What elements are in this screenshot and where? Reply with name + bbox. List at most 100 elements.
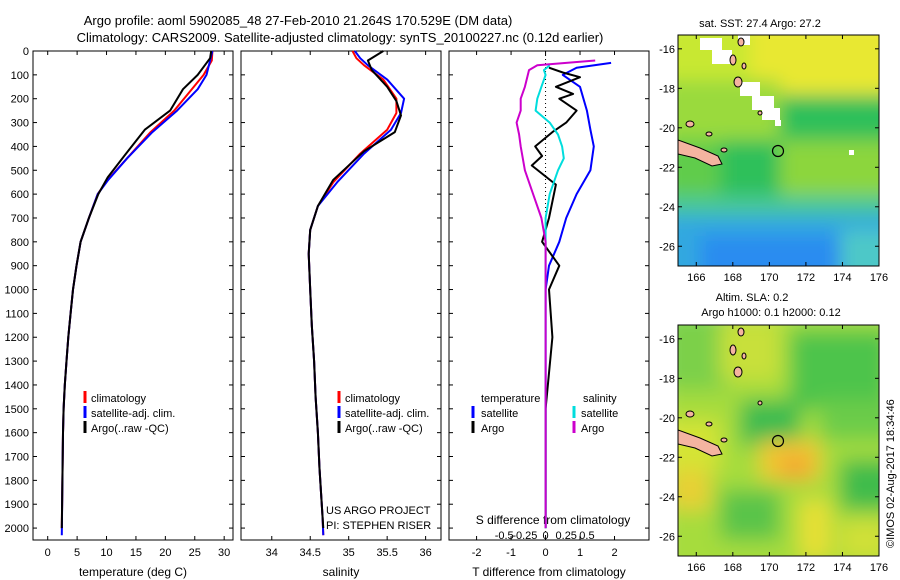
credit-text: ©IMOS 02-Aug-2017 18:34:46: [885, 399, 897, 548]
series-line-s-argo: [515, 59, 596, 529]
y-tick-label: 400: [11, 141, 29, 153]
x-tick-label: 1: [577, 547, 583, 559]
map-y-tick-label: -16: [659, 44, 675, 56]
map-x-tick-label: 174: [833, 562, 851, 574]
pi-annotation: PI: STEPHEN RISER: [326, 520, 431, 532]
sla-field: [678, 325, 879, 556]
x-tick-label: -1: [506, 547, 516, 559]
legend-label-s-satellite: satellite: [581, 408, 618, 420]
x-tick-label: 35.5: [376, 547, 397, 559]
y-tick-label: 100: [11, 70, 29, 82]
map-x-tick-label: 170: [760, 562, 778, 574]
y-tick-label: 1000: [5, 285, 29, 297]
legend-label-satellite: satellite-adj. clim.: [91, 408, 175, 420]
project-annotation: US ARGO PROJECT: [326, 505, 431, 517]
map-y-tick-label: -20: [659, 123, 675, 135]
title-line-1: Argo profile: aoml 5902085_48 27-Feb-201…: [84, 13, 513, 28]
secondary-x-tick-label: -0.5: [495, 530, 514, 542]
x-tick-label: 30: [218, 547, 230, 559]
y-tick-label: 700: [11, 213, 29, 225]
map-y-tick-label: -22: [659, 452, 675, 464]
title-line-2: Climatology: CARS2009. Satellite-adjuste…: [77, 30, 604, 45]
legend-label-argo: Argo(..raw -QC): [91, 423, 169, 435]
x-tick-label: 0: [45, 547, 51, 559]
sla-float-position-marker: [771, 434, 785, 448]
map-y-tick-label: -18: [659, 373, 675, 385]
sla-map-axes: 166 168 170 172 174 176 -16 -18 -20 -22 -24 -26: [659, 325, 888, 574]
y-tick-label: 1200: [5, 332, 29, 344]
x-tick-label: 10: [100, 547, 112, 559]
legend-salinity-heading: salinity: [583, 393, 617, 405]
x-tick-label: 34.5: [300, 547, 321, 559]
map-x-tick-label: 168: [724, 562, 742, 574]
x-tick-label: -2: [472, 547, 482, 559]
sst-map: sat. SST: 27.4 Argo: 27.2: [659, 18, 888, 284]
x-tick-label: 20: [159, 547, 171, 559]
sst-map-axes: 166 168 170 172 174 176 -16 -18 -20 -22 -24 -26: [659, 35, 888, 284]
map-y-tick-label: -22: [659, 162, 675, 174]
difference-profile-panel: -2 -1 0 1 2 T difference from climatology S di…: [448, 50, 650, 579]
x-tick-label: 15: [130, 547, 142, 559]
salinity-legend: climatology satellite-adj. clim. Argo(..…: [326, 391, 431, 532]
temperature-profile-panel: 0100200300400500600700800900100011001200…: [5, 46, 234, 579]
sla-map-title-2: Argo h1000: 0.1 h2000: 0.12: [701, 307, 840, 319]
map-y-tick-label: -26: [659, 531, 675, 543]
map-x-tick-label: 172: [797, 272, 815, 284]
x-tick-label: 2: [611, 547, 617, 559]
sla-map-frame: [677, 324, 880, 557]
y-tick-label: 1900: [5, 499, 29, 511]
map-x-tick-label: 168: [724, 272, 742, 284]
legend-label-climatology: climatology: [91, 393, 147, 405]
y-tick-label: 800: [11, 237, 29, 249]
map-x-tick-label: 174: [833, 272, 851, 284]
y-tick-label: 0: [23, 46, 29, 58]
legend-label-t-argo: Argo: [481, 423, 504, 435]
x-axis-label: T difference from climatology: [472, 565, 626, 579]
y-tick-label: 300: [11, 118, 29, 130]
plot-frame: [240, 50, 442, 541]
map-y-tick-label: -16: [659, 334, 675, 346]
x-tick-label: 25: [189, 547, 201, 559]
difference-legend: temperature satellite Argo salinity sate…: [471, 393, 618, 435]
series-line-t-argo: [530, 66, 581, 529]
x-tick-label: 34: [266, 547, 278, 559]
x-tick-label: 5: [74, 547, 80, 559]
y-tick-label: 1700: [5, 452, 29, 464]
map-x-tick-label: 176: [870, 562, 888, 574]
secondary-x-tick-label: 0.5: [579, 530, 594, 542]
map-x-tick-label: 172: [797, 562, 815, 574]
y-tick-label: 1100: [5, 308, 29, 320]
y-tick-label: 1400: [5, 380, 29, 392]
map-x-tick-label: 176: [870, 272, 888, 284]
x-tick-label: 36: [419, 547, 431, 559]
series-line-argo-raw-qc-: [60, 50, 213, 529]
y-tick-label: 900: [11, 261, 29, 273]
sst-coastlines: [678, 37, 763, 167]
map-y-tick-label: -24: [659, 492, 675, 504]
map-y-tick-label: -20: [659, 413, 675, 425]
y-tick-label: 200: [11, 94, 29, 106]
map-y-tick-label: -24: [659, 202, 675, 214]
sla-map: Altim. SLA: 0.2 Argo h1000: 0.1 h2000: 0…: [659, 292, 888, 574]
y-tick-label: 1600: [5, 428, 29, 440]
secondary-x-tick-label: 0: [542, 530, 548, 542]
x-axis-label: temperature (deg C): [79, 565, 187, 579]
map-y-tick-label: -18: [659, 83, 675, 95]
sla-map-title-1: Altim. SLA: 0.2: [716, 292, 789, 304]
legend-label-argo: Argo(..raw -QC): [345, 423, 423, 435]
series-line-argo-raw-qc-: [307, 50, 402, 529]
salinity-profile-panel: 34 34.5 35 35.5 36 salinity: [240, 50, 442, 579]
y-tick-label: 1500: [5, 404, 29, 416]
sst-map-title: sat. SST: 27.4 Argo: 27.2: [699, 18, 821, 30]
sst-map-frame: [677, 34, 880, 267]
legend-label-s-argo: Argo: [581, 423, 604, 435]
y-tick-label: 600: [11, 189, 29, 201]
legend-label-satellite: satellite-adj. clim.: [345, 408, 429, 420]
y-tick-label: 500: [11, 165, 29, 177]
legend-temperature-heading: temperature: [481, 393, 540, 405]
secondary-x-axis-label: S difference from climatology: [476, 513, 631, 527]
x-tick-label: 35: [343, 547, 355, 559]
y-tick-label: 2000: [5, 523, 29, 535]
sst-float-position-marker: [771, 144, 785, 158]
